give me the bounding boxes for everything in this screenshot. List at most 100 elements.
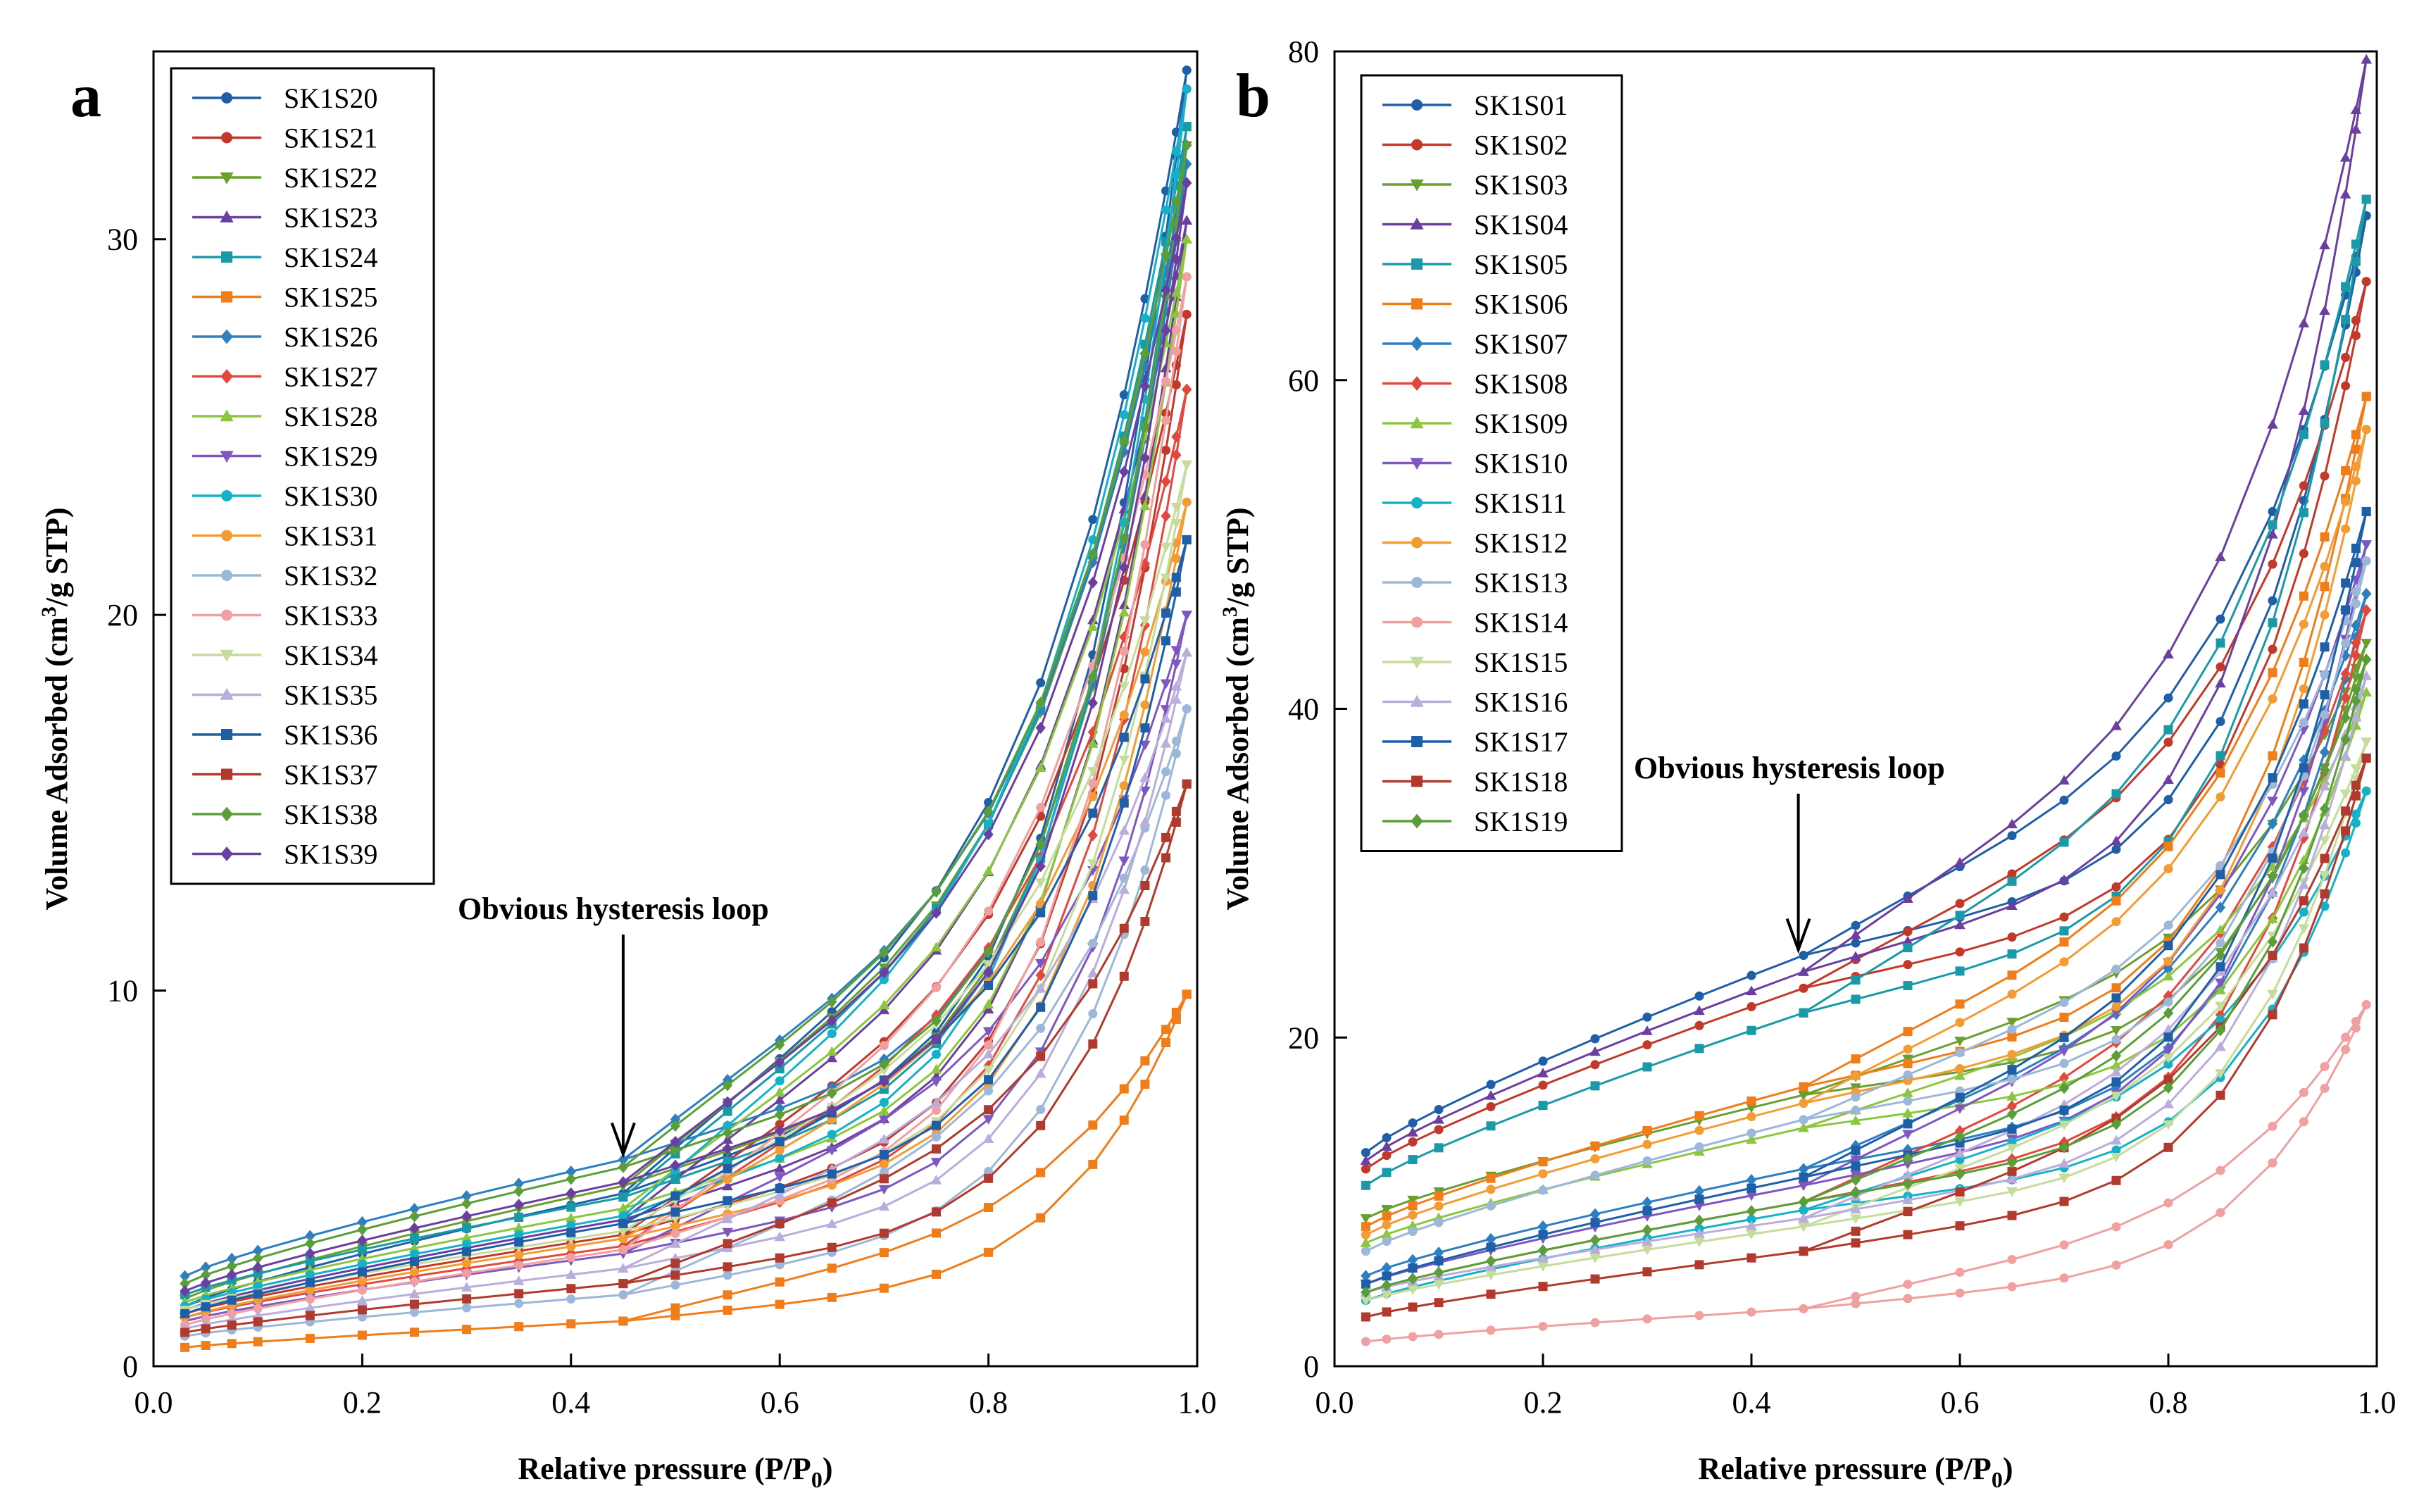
data-point [2059, 1012, 2069, 1022]
data-point [1434, 1298, 1444, 1308]
data-point [2163, 997, 2173, 1007]
data-point [1087, 738, 1099, 748]
legend-marker [220, 409, 234, 422]
data-point [2361, 425, 2371, 435]
data-point [1408, 1155, 1418, 1165]
data-point [1851, 1092, 1861, 1102]
series-SK1S14 [1361, 1000, 2371, 1347]
legend-item: SK1S29 [192, 441, 377, 473]
data-point [1434, 1330, 1444, 1339]
data-point [1119, 781, 1129, 791]
data-point [2163, 1054, 2174, 1063]
data-point [1903, 1070, 1913, 1080]
data-point [2059, 912, 2069, 922]
data-point [1088, 1159, 1098, 1169]
data-point [1035, 878, 1046, 889]
data-point [1119, 532, 1130, 545]
data-point [982, 866, 994, 875]
data-point [1361, 1180, 1370, 1190]
data-point [2215, 901, 2226, 914]
data-point [982, 1027, 994, 1037]
data-point [1590, 1081, 1600, 1091]
data-point [1161, 290, 1171, 303]
data-point [1182, 177, 1192, 189]
data-point [2059, 1273, 2069, 1283]
data-point [2163, 920, 2173, 930]
data-point [1182, 84, 1192, 94]
data-point [357, 1312, 367, 1322]
data-point [1035, 838, 1046, 850]
data-point [1746, 1134, 1757, 1144]
data-point [2163, 842, 2173, 851]
data-point [1903, 1230, 1913, 1239]
data-point [879, 1058, 889, 1070]
data-point [878, 1185, 890, 1195]
data-point [2215, 551, 2226, 561]
y-tick-label: 0 [123, 1349, 138, 1384]
legend-item: SK1S10 [1382, 448, 1568, 480]
data-point [227, 1295, 237, 1305]
legend: SK1S20 SK1S21 SK1S22 SK1S23 SK1S24 SK1S25 SK1S… [170, 67, 435, 885]
data-point [356, 1253, 368, 1263]
legend-marker [220, 687, 234, 700]
data-point [2111, 835, 2122, 846]
x-tick-label: 0.2 [343, 1385, 382, 1420]
data-point [200, 1261, 211, 1273]
data-point [1486, 1289, 1496, 1299]
data-point [1161, 475, 1171, 488]
data-point [2111, 1118, 2122, 1130]
data-point [180, 1285, 190, 1297]
data-point [723, 1290, 732, 1300]
data-point [2351, 619, 2361, 632]
data-point [1161, 510, 1171, 523]
data-point [1171, 449, 1182, 461]
data-point [1902, 935, 1913, 946]
data-point [1746, 985, 1757, 996]
data-point [1036, 1002, 1046, 1012]
data-point [1850, 1204, 1861, 1213]
data-point [775, 1219, 785, 1229]
data-point [1537, 1244, 1549, 1256]
data-point [2268, 559, 2277, 569]
data-point [1694, 1044, 1704, 1054]
data-point [565, 1212, 577, 1223]
data-point [461, 1210, 472, 1223]
data-point [1590, 1218, 1600, 1227]
legend-label: SK1S27 [284, 361, 377, 393]
data-point [1407, 1127, 1418, 1137]
legend-marker [1410, 694, 1424, 707]
data-point [2216, 885, 2225, 895]
data-point [774, 1087, 785, 1096]
data-point [2320, 610, 2330, 620]
data-point [1799, 1099, 1808, 1108]
data-point [878, 1066, 890, 1076]
data-point [984, 1105, 994, 1115]
data-point [566, 1202, 576, 1212]
data-point [2007, 1254, 2017, 1264]
data-point [1799, 1205, 1808, 1215]
data-point [2215, 1024, 2226, 1037]
data-point [618, 1154, 629, 1166]
data-point [1361, 1247, 1370, 1256]
data-point [774, 1173, 785, 1183]
data-point [410, 1267, 419, 1277]
legend-marker [1410, 458, 1424, 470]
data-point [566, 1253, 576, 1263]
legend-marker [1411, 298, 1423, 310]
data-point [2059, 1197, 2069, 1206]
data-point [1850, 929, 1861, 939]
data-point [2006, 1100, 2018, 1113]
data-point [1537, 1252, 1549, 1263]
y-tick-label: 80 [1288, 35, 1319, 69]
data-point [775, 1038, 785, 1051]
data-point [1903, 1207, 1913, 1217]
data-point [2351, 476, 2361, 486]
data-point [357, 1244, 367, 1254]
data-point [931, 885, 942, 898]
data-point [1903, 1058, 1913, 1068]
data-point [1902, 1130, 1913, 1140]
legend-label: SK1S39 [284, 839, 377, 870]
data-point [2340, 649, 2351, 662]
data-point [1088, 1120, 1098, 1130]
data-point [1140, 1080, 1150, 1089]
